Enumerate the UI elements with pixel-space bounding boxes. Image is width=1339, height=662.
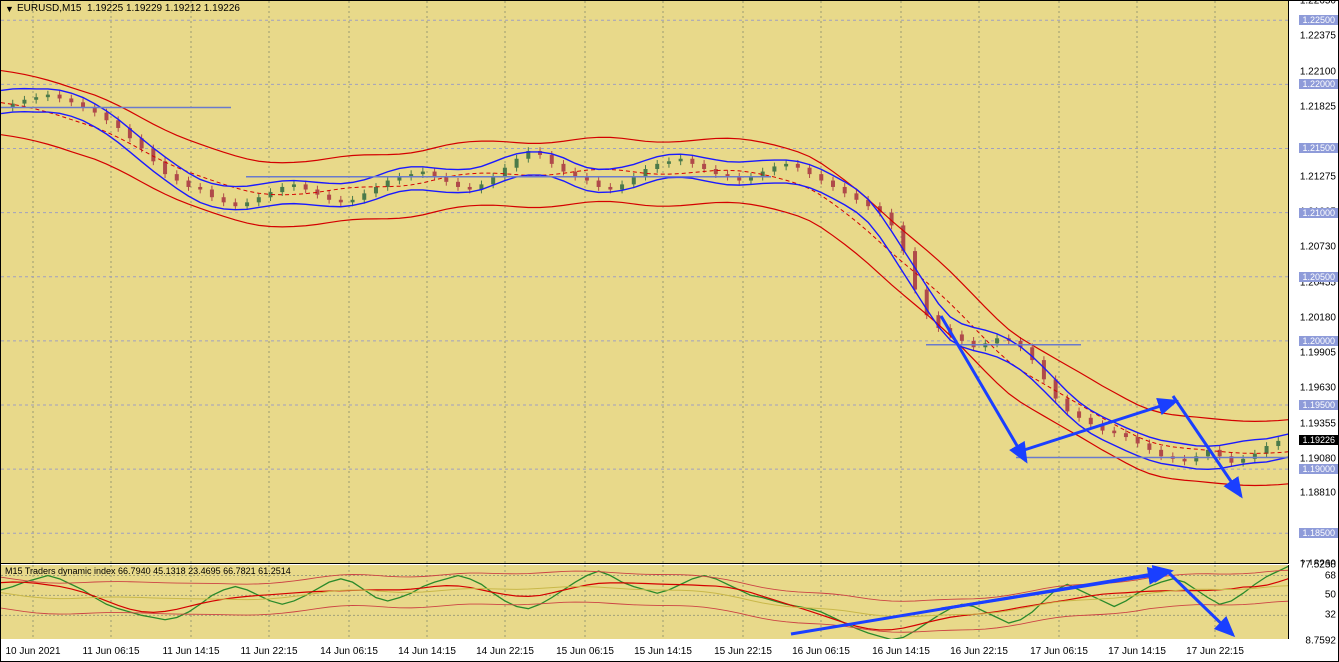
indicator-chart[interactable]: M15 Traders dynamic index 66.7940 45.131… [1, 565, 1290, 641]
time-tick-label: 14 Jun 22:15 [476, 646, 534, 657]
price-marker-label: 1.21000 [1299, 208, 1338, 218]
price-marker-label: 1.19500 [1299, 400, 1338, 410]
price-tick-label: 1.19355 [1300, 418, 1336, 429]
indicator-tick-label: 32 [1325, 610, 1336, 621]
price-tick-label: 1.21825 [1300, 101, 1336, 112]
time-tick-label: 14 Jun 06:15 [320, 646, 378, 657]
time-tick-label: 11 Jun 06:15 [82, 646, 139, 657]
chart-container: ▼ EURUSD,M15 1.19225 1.19229 1.19212 1.1… [0, 0, 1339, 662]
price-tick-label: 1.22650 [1300, 0, 1336, 7]
time-tick-label: 14 Jun 14:15 [398, 646, 456, 657]
time-tick-label: 16 Jun 14:15 [872, 646, 930, 657]
symbol-label: EURUSD,M15 [17, 3, 81, 14]
current-price-label: 1.19226 [1299, 435, 1338, 445]
indicator-axis: 77.52386850328.7592 [1288, 565, 1338, 641]
price-tick-label: 1.22100 [1300, 66, 1336, 77]
price-tick-label: 1.20180 [1300, 312, 1336, 323]
price-marker-label: 1.20000 [1299, 336, 1338, 346]
time-tick-label: 15 Jun 06:15 [556, 646, 614, 657]
indicator-tick-label: 50 [1325, 590, 1336, 601]
price-tick-label: 1.18810 [1300, 488, 1336, 499]
price-marker-label: 1.20500 [1299, 272, 1338, 282]
time-tick-label: 15 Jun 14:15 [634, 646, 692, 657]
price-marker-label: 1.21500 [1299, 143, 1338, 153]
price-marker-label: 1.18500 [1299, 528, 1338, 538]
price-marker-label: 1.22000 [1299, 79, 1338, 89]
price-tick-label: 1.19080 [1300, 453, 1336, 464]
price-marker-label: 1.19000 [1299, 464, 1338, 474]
time-tick-label: 11 Jun 22:15 [240, 646, 297, 657]
time-tick-label: 10 Jun 2021 [5, 646, 60, 657]
time-tick-label: 17 Jun 14:15 [1108, 646, 1166, 657]
time-tick-label: 16 Jun 06:15 [792, 646, 850, 657]
main-chart-svg [1, 1, 1290, 564]
indicator-tick-label: 68 [1325, 570, 1336, 581]
price-tick-label: 1.19905 [1300, 348, 1336, 359]
chart-title: EURUSD,M15 1.19225 1.19229 1.19212 1.192… [17, 3, 240, 14]
time-tick-label: 17 Jun 22:15 [1186, 646, 1244, 657]
ohlc-label: 1.19225 1.19229 1.19212 1.19226 [87, 3, 240, 14]
indicator-tick-label: 77.5238 [1300, 560, 1336, 571]
indicator-tick-label: 8.7592 [1305, 636, 1336, 647]
indicator-title: M15 Traders dynamic index 66.7940 45.131… [5, 566, 291, 576]
price-tick-label: 1.22375 [1300, 31, 1336, 42]
price-tick-label: 1.20730 [1300, 242, 1336, 253]
time-tick-label: 16 Jun 22:15 [950, 646, 1008, 657]
main-price-chart[interactable]: ▼ EURUSD,M15 1.19225 1.19229 1.19212 1.1… [1, 1, 1290, 564]
price-axis: 1.22650 1.22375 1.22100 1.21825 1.21275 1.210… [1288, 1, 1338, 564]
price-tick-label: 1.21275 [1300, 172, 1336, 183]
time-tick-label: 15 Jun 22:15 [714, 646, 772, 657]
time-tick-label: 11 Jun 14:15 [162, 646, 219, 657]
time-tick-label: 17 Jun 06:15 [1030, 646, 1088, 657]
chevron-down-icon[interactable]: ▼ [5, 4, 14, 14]
price-marker-label: 1.22500 [1299, 15, 1338, 25]
indicator-chart-svg [1, 565, 1290, 641]
time-axis: 10 Jun 2021 11 Jun 06:15 11 Jun 14:15 11 Ju… [1, 639, 1290, 661]
price-tick-label: 1.19630 [1300, 383, 1336, 394]
